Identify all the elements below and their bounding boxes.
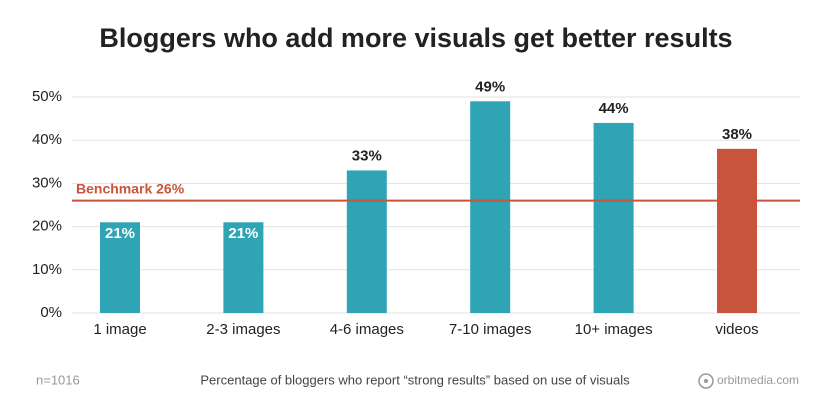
- value-label: 33%: [352, 147, 382, 164]
- x-tick-label: 10+ images: [575, 321, 653, 338]
- y-tick-label: 50%: [32, 88, 62, 105]
- bar: [717, 148, 757, 313]
- value-label: 21%: [105, 225, 135, 242]
- source-logo-dot: [704, 379, 708, 383]
- value-label: 44%: [599, 100, 629, 117]
- chart-title: Bloggers who add more visuals get better…: [99, 23, 732, 53]
- y-tick-label: 0%: [40, 304, 62, 321]
- x-tick-label: 2-3 images: [206, 321, 280, 338]
- y-tick-label: 10%: [32, 261, 62, 278]
- caption: Percentage of bloggers who report “stron…: [200, 372, 630, 387]
- y-tick-label: 40%: [32, 131, 62, 148]
- bar: [470, 101, 511, 313]
- x-tick-label: 4-6 images: [330, 321, 404, 338]
- bar: [593, 122, 634, 313]
- source-logo: [698, 373, 714, 389]
- x-tick-label: 7-10 images: [449, 321, 532, 338]
- sample-note: n=1016: [36, 372, 80, 387]
- x-tick-label: 1 image: [93, 321, 146, 338]
- benchmark-label: Benchmark 26%: [76, 180, 185, 196]
- bar: [100, 222, 140, 313]
- y-tick-label: 30%: [32, 174, 62, 191]
- value-label: 49%: [475, 78, 505, 95]
- value-label: 21%: [228, 225, 258, 242]
- source: orbitmedia.com: [717, 373, 799, 387]
- y-tick-label: 20%: [32, 218, 62, 235]
- bar: [346, 170, 387, 313]
- x-tick-label: videos: [715, 321, 758, 338]
- value-label: 38%: [722, 126, 752, 143]
- bar: [223, 222, 264, 313]
